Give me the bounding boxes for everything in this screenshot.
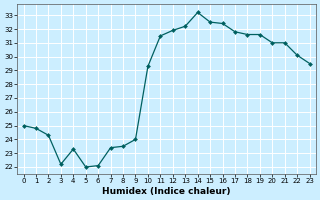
X-axis label: Humidex (Indice chaleur): Humidex (Indice chaleur) xyxy=(102,187,231,196)
